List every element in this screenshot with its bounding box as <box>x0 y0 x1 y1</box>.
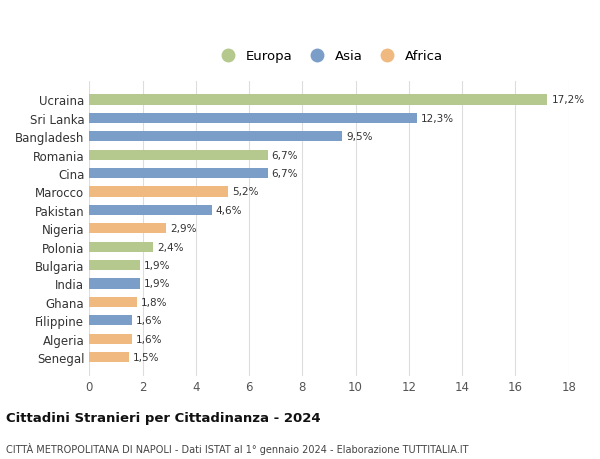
Text: 6,7%: 6,7% <box>272 169 298 179</box>
Text: 1,5%: 1,5% <box>133 353 160 362</box>
Bar <box>89 260 140 270</box>
Bar <box>89 315 132 325</box>
Text: 12,3%: 12,3% <box>421 114 454 123</box>
Bar <box>89 113 417 123</box>
Bar <box>89 334 132 344</box>
Text: 1,6%: 1,6% <box>136 334 163 344</box>
Text: 1,6%: 1,6% <box>136 316 163 325</box>
Legend: Europa, Asia, Africa: Europa, Asia, Africa <box>215 50 443 63</box>
Bar <box>89 150 268 160</box>
Bar <box>89 352 129 362</box>
Bar <box>89 297 137 307</box>
Text: CITTÀ METROPOLITANA DI NAPOLI - Dati ISTAT al 1° gennaio 2024 - Elaborazione TUT: CITTÀ METROPOLITANA DI NAPOLI - Dati IST… <box>6 442 469 454</box>
Bar <box>89 205 212 215</box>
Text: 2,9%: 2,9% <box>170 224 197 234</box>
Text: 1,8%: 1,8% <box>141 297 167 307</box>
Text: 1,9%: 1,9% <box>144 279 170 289</box>
Bar <box>89 187 228 197</box>
Bar <box>89 132 342 142</box>
Text: 1,9%: 1,9% <box>144 261 170 270</box>
Text: Cittadini Stranieri per Cittadinanza - 2024: Cittadini Stranieri per Cittadinanza - 2… <box>6 412 320 425</box>
Text: 6,7%: 6,7% <box>272 151 298 160</box>
Text: 4,6%: 4,6% <box>216 206 242 215</box>
Text: 9,5%: 9,5% <box>346 132 373 142</box>
Text: 5,2%: 5,2% <box>232 187 258 197</box>
Bar <box>89 95 547 105</box>
Text: 17,2%: 17,2% <box>551 95 584 105</box>
Bar <box>89 242 153 252</box>
Bar <box>89 279 140 289</box>
Bar <box>89 224 166 234</box>
Bar <box>89 168 268 179</box>
Text: 2,4%: 2,4% <box>157 242 184 252</box>
